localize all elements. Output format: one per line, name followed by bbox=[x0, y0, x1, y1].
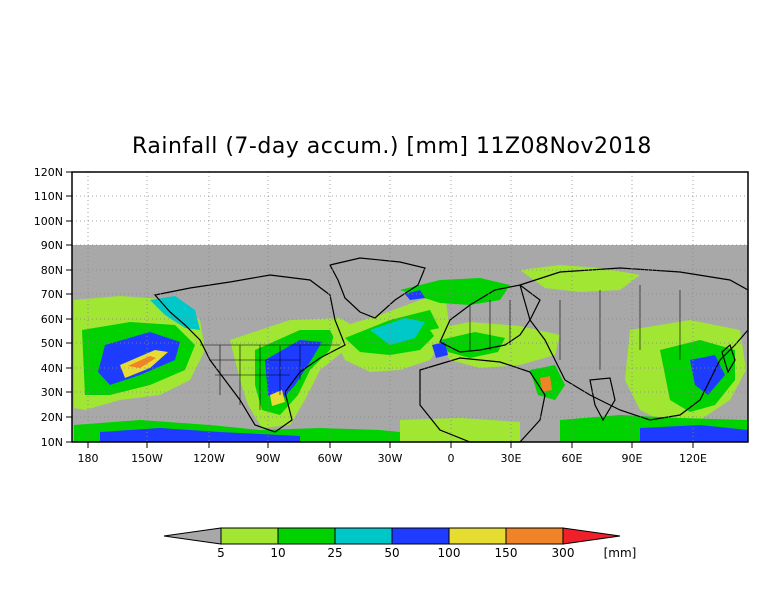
colorbar-label: 150 bbox=[495, 546, 518, 560]
plot-frame bbox=[71, 171, 749, 443]
rain-area-gulf-intense bbox=[270, 390, 285, 406]
rain-area-middle-east-intense bbox=[540, 376, 552, 392]
border-europe bbox=[469, 300, 511, 350]
coast-japan bbox=[721, 343, 736, 374]
border-us-states-h bbox=[210, 359, 300, 376]
lat-label: 120N bbox=[34, 166, 63, 179]
rain-area-tropical-pacific-heavy bbox=[100, 428, 300, 442]
lat-label: 70N bbox=[41, 288, 63, 301]
lon-labels: 180 150W 120W 90W 60W 30W 0 30E 60E 90E … bbox=[78, 452, 708, 465]
lat-label: 110N bbox=[34, 190, 63, 203]
colorbar-label: 50 bbox=[384, 546, 399, 560]
rain-area-north-pacific-extreme bbox=[128, 356, 156, 368]
colorbar-under-triangle bbox=[163, 527, 222, 545]
colorbar-swatch bbox=[505, 527, 564, 545]
rain-area-europe-core bbox=[440, 332, 505, 358]
lon-label: 60W bbox=[318, 452, 343, 465]
colorbar-label: 10 bbox=[270, 546, 285, 560]
rain-area-tropics-east-heavy bbox=[640, 425, 748, 442]
colorbar-unit: [mm] bbox=[604, 546, 637, 560]
colorbar bbox=[163, 527, 621, 545]
colorbar-label: 100 bbox=[438, 546, 461, 560]
country-borders bbox=[200, 285, 681, 410]
lon-label: 120E bbox=[679, 452, 707, 465]
coast-india bbox=[589, 377, 616, 422]
colorbar-swatch bbox=[277, 527, 336, 545]
colorbar-label: 5 bbox=[217, 546, 225, 560]
lon-label: 150W bbox=[131, 452, 163, 465]
colorbar-swatch bbox=[334, 527, 393, 545]
lat-label: 40N bbox=[41, 362, 63, 375]
lon-label: 30E bbox=[501, 452, 522, 465]
colorbar-swatch bbox=[448, 527, 507, 545]
graticule bbox=[72, 172, 748, 442]
coast-europe bbox=[439, 284, 541, 353]
rain-area-europe-heavy bbox=[432, 342, 448, 358]
coast-africa bbox=[419, 357, 546, 443]
colorbar-over-triangle bbox=[562, 527, 621, 545]
lon-label: 0 bbox=[448, 452, 455, 465]
rain-area-east-asia-heavy bbox=[690, 355, 725, 395]
colorbar-labels: 5 10 25 50 100 150 300 [mm] bbox=[217, 546, 636, 560]
plot-area: 120N 110N 100N 90N 80N 70N 60N 50N 40N 3… bbox=[34, 166, 749, 465]
lon-label: 60E bbox=[562, 452, 583, 465]
coast-asia bbox=[519, 267, 749, 421]
rain-area-atlantic-heavy bbox=[370, 318, 425, 345]
rain-area-alaska bbox=[150, 296, 200, 330]
lat-label: 90N bbox=[41, 239, 63, 252]
lat-label: 100N bbox=[34, 215, 63, 228]
lat-label: 60N bbox=[41, 313, 63, 326]
map-title: Rainfall (7-day accum.) [mm] 11Z08Nov201… bbox=[132, 134, 652, 159]
lon-label: 90W bbox=[256, 452, 281, 465]
axis-ticks bbox=[66, 171, 694, 448]
lon-label: 120W bbox=[193, 452, 225, 465]
colorbar-swatch bbox=[220, 527, 279, 545]
lat-label: 20N bbox=[41, 411, 63, 424]
lat-label: 50N bbox=[41, 337, 63, 350]
rain-area-africa bbox=[400, 418, 520, 442]
border-asia bbox=[559, 285, 681, 370]
lat-labels: 120N 110N 100N 90N 80N 70N 60N 50N 40N 3… bbox=[34, 166, 63, 449]
rain-area-north-atlantic bbox=[400, 278, 510, 305]
colorbar-label: 300 bbox=[552, 546, 575, 560]
lat-label: 10N bbox=[41, 436, 63, 449]
lat-label: 80N bbox=[41, 264, 63, 277]
rain-area-iceland-heavy bbox=[405, 290, 425, 300]
lon-label: 30W bbox=[378, 452, 403, 465]
colorbar-swatch bbox=[391, 527, 450, 545]
lon-label: 180 bbox=[78, 452, 99, 465]
rainfall-shading bbox=[74, 265, 748, 442]
rain-area-us-east-heavy bbox=[265, 340, 322, 402]
lon-label: 90E bbox=[622, 452, 643, 465]
coast-greenland bbox=[329, 257, 426, 319]
lat-label: 30N bbox=[41, 386, 63, 399]
colorbar-label: 25 bbox=[327, 546, 342, 560]
rain-area-arctic bbox=[520, 265, 640, 292]
